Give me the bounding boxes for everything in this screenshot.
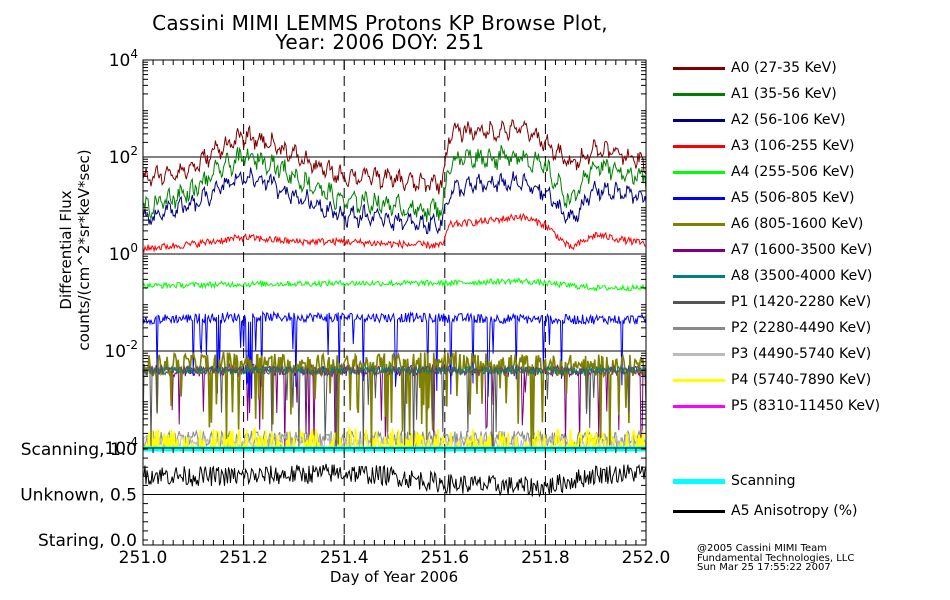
legend-label: P2 (2280-4490 KeV) [731,320,872,336]
legend-swatch [673,404,725,408]
legend-label: A7 (1600-3500 KeV) [731,242,873,258]
legend-label: A5 (506-805 KeV) [731,190,855,206]
y-tick-label: 102 [109,144,138,168]
legend-label: A1 (35-56 KeV) [731,86,837,102]
series-line-a4 [142,277,647,292]
legend-label: A6 (805-1600 KeV) [731,216,864,232]
legend-label: A8 (3500-4000 KeV) [731,268,873,284]
credits: @2005 Cassini MIMI Team Fundamental Tech… [697,544,854,573]
legend-swatch [673,300,725,304]
legend-swatch [673,274,725,278]
legend-label: A4 (255-506 KeV) [731,164,855,180]
status-tick-label: Scanning, 1.0 [21,440,137,460]
anisotropy-line [142,463,647,498]
legend-item: A3 (106-255 KeV) [673,136,854,156]
status-tick-label: Staring, 0.0 [38,531,137,551]
legend-item: P2 (2280-4490 KeV) [673,318,871,338]
series-line-a2 [142,167,647,235]
legend-item: A1 (35-56 KeV) [673,84,837,104]
y-tick-label: 100 [109,241,138,265]
chart-title-line1: Cassini MIMI LEMMS Protons KP Browse Plo… [152,11,608,35]
legend-swatch [673,326,725,330]
y-tick-label: 10-2 [104,338,138,362]
y-tick-label: 104 [109,47,138,71]
legend-item: A7 (1600-3500 KeV) [673,240,872,260]
y-tick-label: 10-4 [104,435,138,459]
credits-line2: Fundamental Technologies, LLC [697,552,855,564]
legend-item: P4 (5740-7890 KeV) [673,370,871,390]
legend-item: Scanning [673,471,796,491]
legend-swatch [673,92,725,96]
y-axis-label-line2: counts/(cm^2*sr*keV*sec) [75,149,93,350]
legend-label: Scanning [731,473,796,489]
legend-item: A5 (506-805 KeV) [673,188,854,208]
legend-label: A2 (56-106 KeV) [731,112,846,128]
legend-item: P1 (1420-2280 KeV) [673,292,871,312]
legend-swatch [673,478,725,484]
legend-item: A2 (56-106 KeV) [673,110,846,130]
legend-label: P3 (4490-5740 KeV) [731,346,872,362]
legend-swatch [673,144,725,148]
legend-swatch [673,118,725,122]
x-tick-label: 252.0 [622,548,671,568]
x-tick-label: 251.0 [119,548,168,568]
legend-swatch [673,509,725,513]
x-tick-label: 251.8 [521,548,570,568]
status-tick-label: Unknown, 0.5 [20,486,137,506]
legend-item: A8 (3500-4000 KeV) [673,266,872,286]
series-line-p1 [142,364,647,449]
legend-swatch [673,222,725,226]
legend-item: P5 (8310-11450 KeV) [673,396,880,416]
legend-item: A0 (27-35 KeV) [673,58,837,78]
y-axis-label-line1: Differential Flux [57,190,75,309]
legend-label: A5 Anisotropy (%) [731,503,858,519]
credits-line1: @2005 Cassini MIMI Team [697,543,827,554]
legend-swatch [673,378,725,382]
legend-label: A0 (27-35 KeV) [731,60,837,76]
series-line-a3 [142,212,647,254]
chart-title-line2: Year: 2006 DOY: 251 [275,30,485,54]
series-line-a0 [142,118,647,195]
legend-swatch [673,66,725,70]
legend-swatch [673,248,725,252]
legend-swatch [673,170,725,174]
legend-label: P1 (1420-2280 KeV) [731,294,872,310]
x-tick-label: 251.4 [320,548,369,568]
credits-line3: Sun Mar 25 17:55:22 2007 [697,562,831,573]
legend-item: P3 (4490-5740 KeV) [673,344,871,364]
series-line-a5 [142,310,647,399]
legend-item: A6 (805-1600 KeV) [673,214,863,234]
series-line-a1 [142,145,647,223]
x-axis-label: Day of Year 2006 [330,568,458,586]
legend-item: A4 (255-506 KeV) [673,162,854,182]
status-panel-frame [142,447,647,546]
legend-label: P5 (8310-11450 KeV) [731,398,881,414]
x-tick-label: 251.2 [219,548,268,568]
legend-label: A3 (106-255 KeV) [731,138,855,154]
legend-swatch [673,196,725,200]
legend-item: A5 Anisotropy (%) [673,501,858,521]
legend-swatch [673,352,725,356]
legend-label: P4 (5740-7890 KeV) [731,372,872,388]
x-tick-label: 251.6 [420,548,469,568]
